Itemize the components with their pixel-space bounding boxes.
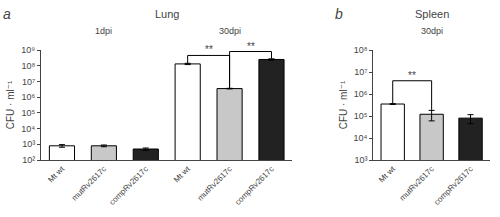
svg-text:mutRv2617c: mutRv2617c: [398, 164, 436, 202]
svg-text:mutRv2617c: mutRv2617c: [70, 164, 108, 202]
svg-text:10³: 10³: [354, 155, 367, 165]
svg-text:CFU · ml⁻¹: CFU · ml⁻¹: [338, 80, 349, 129]
svg-text:**: **: [408, 70, 416, 81]
svg-text:**: **: [247, 41, 255, 52]
svg-text:compRv2617c: compRv2617c: [233, 164, 276, 207]
svg-text:10⁶: 10⁶: [354, 89, 368, 99]
svg-text:Mt wt: Mt wt: [377, 164, 397, 184]
svg-text:10³: 10³: [22, 139, 35, 149]
svg-text:compRv2617c: compRv2617c: [432, 164, 475, 207]
svg-text:1dpi: 1dpi: [95, 26, 112, 36]
svg-text:Mt wt: Mt wt: [46, 164, 66, 184]
svg-text:10⁵: 10⁵: [21, 108, 35, 118]
svg-text:10⁴: 10⁴: [21, 124, 35, 134]
svg-text:10⁵: 10⁵: [354, 111, 368, 121]
svg-text:**: **: [205, 44, 213, 55]
svg-text:Spleen: Spleen: [415, 8, 449, 20]
svg-text:10⁴: 10⁴: [354, 133, 368, 143]
svg-text:Lung: Lung: [155, 8, 179, 20]
svg-text:CFU · ml⁻¹: CFU · ml⁻¹: [5, 80, 16, 129]
svg-text:10⁷: 10⁷: [22, 77, 35, 87]
svg-text:compRv2617c: compRv2617c: [107, 164, 150, 207]
svg-text:30dpi: 30dpi: [421, 26, 443, 36]
svg-text:10⁸: 10⁸: [21, 61, 35, 71]
svg-text:30dpi: 30dpi: [219, 26, 241, 36]
svg-text:10⁸: 10⁸: [354, 45, 368, 55]
svg-text:10⁶: 10⁶: [21, 92, 35, 102]
svg-text:10²: 10²: [22, 155, 35, 165]
svg-text:10⁷: 10⁷: [354, 67, 367, 77]
svg-text:mutRv2617c: mutRv2617c: [196, 164, 234, 202]
svg-text:10⁹: 10⁹: [21, 45, 35, 55]
svg-text:a: a: [3, 6, 11, 22]
svg-text:Mt wt: Mt wt: [172, 164, 192, 184]
svg-text:b: b: [335, 6, 343, 22]
